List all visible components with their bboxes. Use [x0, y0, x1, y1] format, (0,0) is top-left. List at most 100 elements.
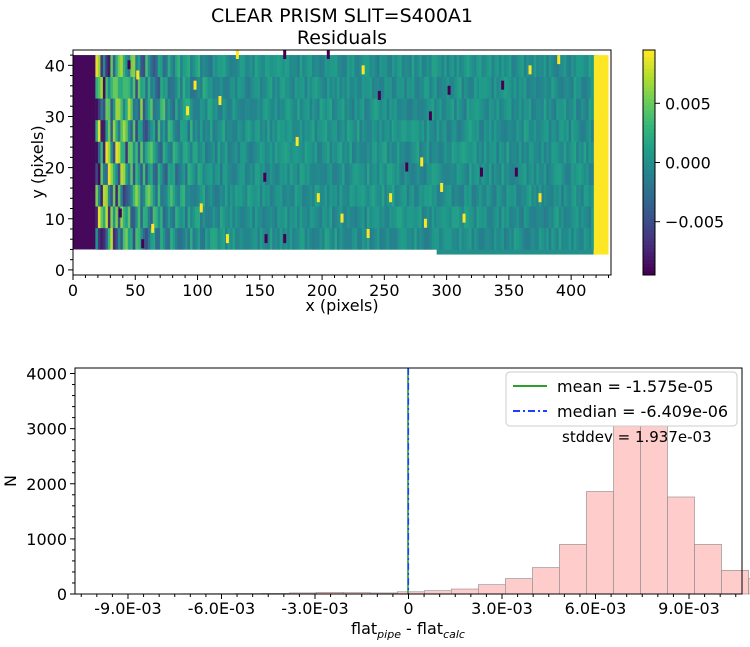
- fringe-cell: [349, 98, 353, 121]
- fringe-cell: [481, 98, 485, 121]
- fringe-cell: [511, 98, 515, 121]
- fringe-cell: [436, 55, 440, 78]
- fringe-cell: [95, 98, 99, 121]
- outlier-pixel: [141, 239, 145, 249]
- fringe-cell: [105, 76, 109, 99]
- colorbar-segment: [643, 233, 655, 238]
- fringe-cell: [498, 163, 502, 185]
- fringe-cell: [224, 76, 228, 99]
- fringe-cell: [329, 227, 333, 250]
- fringe-cell: [374, 141, 378, 164]
- fringe-cell: [501, 119, 505, 142]
- fringe-cell: [588, 163, 592, 185]
- fringe-cell: [337, 55, 340, 78]
- fringe-cell: [329, 119, 333, 142]
- fringe-cell: [177, 119, 181, 142]
- fringe-cell: [292, 163, 295, 185]
- fringe-cell: [202, 206, 206, 229]
- fringe-cell: [476, 76, 480, 99]
- fringe-cell: [314, 55, 318, 78]
- colorbar-segment: [643, 177, 655, 182]
- fringe-cell: [508, 227, 512, 250]
- fringe-cell: [414, 227, 418, 250]
- fringe-cell: [337, 141, 340, 164]
- fringe-cell: [197, 119, 201, 142]
- fringe-cell: [247, 76, 251, 99]
- fringe-cell: [294, 184, 298, 207]
- fringe-cell: [391, 76, 395, 99]
- fringe-cell: [581, 141, 584, 164]
- fringe-cell: [339, 55, 343, 78]
- fringe-cell: [421, 76, 425, 99]
- fringe-cell: [160, 98, 163, 121]
- fringe-cell: [429, 119, 432, 142]
- fringe-cell: [160, 227, 163, 250]
- fringe-cell: [197, 163, 201, 185]
- fringe-cell: [389, 119, 393, 142]
- fringe-cell: [361, 98, 365, 121]
- fringe-cell: [493, 141, 497, 164]
- colorbar-segment: [643, 222, 655, 227]
- fringe-cell: [513, 98, 517, 121]
- fringe-cell: [249, 119, 253, 142]
- fringe-cell: [269, 163, 273, 185]
- fringe-cell: [327, 184, 330, 207]
- fringe-cell: [309, 141, 313, 164]
- fringe-cell: [441, 227, 445, 250]
- fringe-cell: [155, 206, 158, 229]
- fringe-cell: [491, 206, 495, 229]
- fringe-cell: [563, 141, 567, 164]
- fringe-cell: [332, 206, 335, 229]
- fringe-cell: [506, 227, 510, 250]
- fringe-cell: [249, 163, 253, 185]
- fringe-cell: [538, 76, 542, 99]
- fringe-cell: [130, 55, 134, 78]
- fringe-cell: [160, 184, 163, 207]
- fringe-cell: [459, 206, 462, 229]
- fringe-cell: [227, 163, 231, 185]
- fringe-cell: [409, 141, 413, 164]
- fringe-cell: [157, 98, 161, 121]
- fringe-cell: [501, 55, 505, 78]
- fringe-cell: [307, 76, 310, 99]
- colorbar-segment: [643, 106, 655, 111]
- fringe-cell: [591, 55, 594, 78]
- fringe-cell: [287, 98, 290, 121]
- fringe-cell: [488, 141, 492, 164]
- fringe-cell: [185, 163, 188, 185]
- fringe-cell: [361, 227, 365, 250]
- histogram-ytick-label: 2000: [26, 475, 67, 494]
- fringe-cell: [312, 76, 315, 99]
- fringe-cell: [197, 98, 201, 121]
- fringe-cell: [162, 98, 166, 121]
- fringe-cell: [434, 119, 437, 142]
- fringe-cell: [528, 98, 532, 121]
- fringe-cell: [170, 227, 173, 250]
- fringe-cell: [135, 206, 139, 229]
- fringe-cell: [157, 227, 161, 250]
- colorbar-segment: [643, 241, 655, 246]
- fringe-cell: [541, 76, 545, 99]
- fringe-cell: [202, 227, 206, 250]
- fringe-cell: [384, 76, 388, 99]
- fringe-cell: [449, 98, 452, 121]
- fringe-cell: [399, 55, 403, 78]
- fringe-cell: [361, 163, 365, 185]
- fringe-cell: [516, 184, 520, 207]
- fringe-cell: [401, 206, 405, 229]
- fringe-cell: [538, 98, 542, 121]
- outlier-pixel: [283, 50, 287, 59]
- fringe-cell: [461, 227, 465, 250]
- fringe-cell: [346, 184, 350, 207]
- fringe-cell: [556, 206, 559, 229]
- fringe-cell: [384, 227, 388, 250]
- fringe-cell: [346, 98, 350, 121]
- fringe-cell: [434, 55, 437, 78]
- fringe-cell: [102, 227, 106, 250]
- colorbar-segment: [643, 200, 655, 205]
- fringe-cell: [115, 227, 119, 250]
- fringe-cell: [324, 119, 328, 142]
- fringe-cell: [379, 206, 383, 229]
- fringe-cell: [95, 76, 99, 99]
- fringe-cell: [553, 227, 557, 250]
